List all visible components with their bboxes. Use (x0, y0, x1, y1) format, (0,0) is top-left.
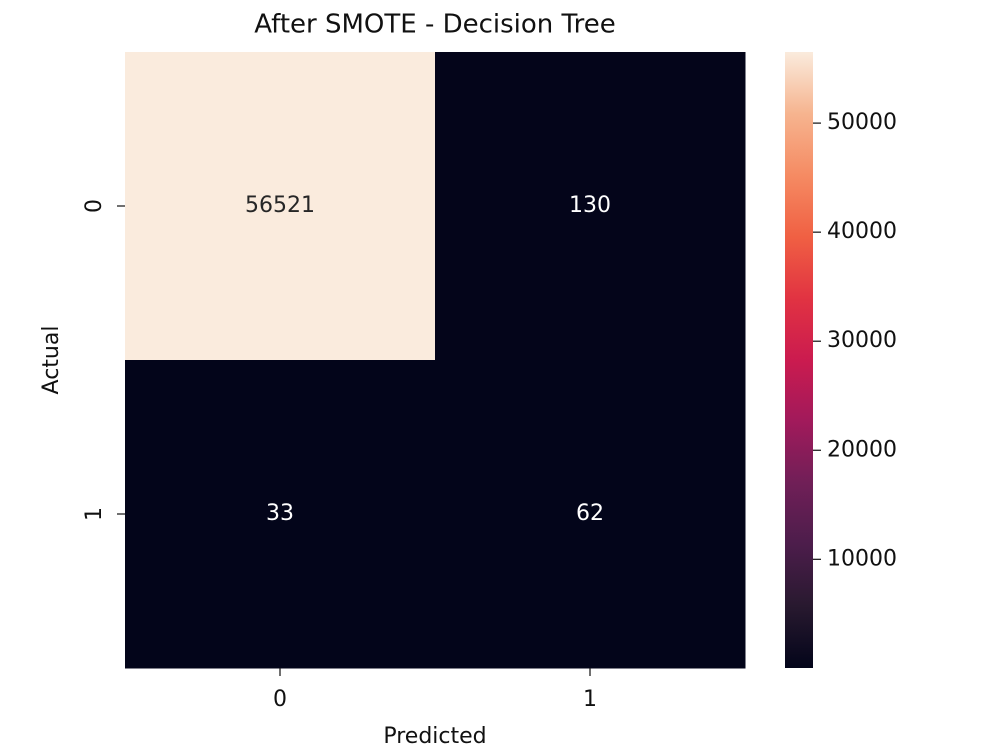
heatmap-cell (435, 360, 746, 669)
y-tick-label: 1 (82, 507, 107, 521)
colorbar-tick-label: 50000 (827, 110, 897, 135)
cell-label: 130 (569, 193, 611, 218)
chart-title: After SMOTE - Decision Tree (254, 10, 615, 40)
x-tick-label: 1 (583, 687, 597, 712)
cell-label: 62 (576, 501, 604, 526)
colorbar (785, 52, 813, 668)
heatmap-cell (125, 52, 436, 361)
colorbar-tick-label: 30000 (827, 328, 897, 353)
heatmap-cell (125, 360, 436, 669)
colorbar-tick-label: 40000 (827, 219, 897, 244)
y-tick-label: 0 (82, 199, 107, 213)
colorbar-tick-label: 10000 (827, 546, 897, 571)
heatmap-cell (435, 52, 746, 361)
x-tick-label: 0 (273, 687, 287, 712)
y-axis-label: Actual (39, 326, 64, 395)
x-axis-label: Predicted (383, 724, 486, 749)
cell-label: 33 (266, 501, 294, 526)
colorbar-tick-label: 20000 (827, 437, 897, 462)
cell-label: 56521 (245, 193, 315, 218)
